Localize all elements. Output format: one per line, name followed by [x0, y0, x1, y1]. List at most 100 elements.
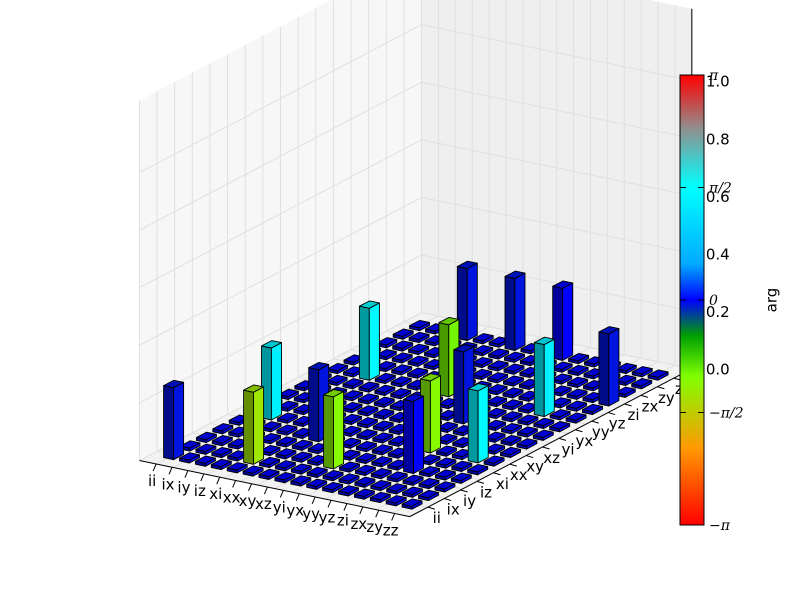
bar-top-face — [357, 393, 379, 402]
bar-base — [276, 424, 298, 436]
x-tick — [295, 493, 300, 501]
bar-top-face — [501, 411, 523, 420]
bar-top-face — [322, 481, 344, 491]
bar-top-face — [487, 372, 509, 381]
bar-base — [582, 403, 603, 416]
y-tick — [526, 455, 534, 459]
bar-side-face — [173, 381, 185, 461]
bar-base — [357, 393, 379, 405]
bar-top-face — [419, 454, 441, 463]
bar-top-face — [211, 446, 233, 456]
y-tick-label: ix — [447, 501, 460, 519]
bar-top-face — [434, 481, 456, 490]
bar-base — [408, 343, 430, 355]
bar-top-face — [615, 362, 637, 372]
bar-top-face — [260, 433, 281, 442]
bar-base — [290, 463, 312, 475]
bar-base — [354, 476, 376, 488]
y-tick-label: ii — [433, 509, 441, 527]
y-tick — [624, 403, 632, 407]
bar-base — [291, 439, 313, 451]
bar-base — [471, 356, 493, 369]
y-tick — [476, 480, 485, 484]
bar-base — [390, 376, 412, 388]
bar-top-face — [403, 393, 425, 402]
bar-base — [369, 491, 391, 504]
bar-base — [374, 372, 396, 385]
bar-top-face — [323, 389, 345, 398]
colorbar-label: arg — [763, 288, 781, 313]
y-tick-label: yi — [561, 440, 574, 458]
bar-base — [226, 462, 248, 474]
bar-base — [326, 374, 348, 387]
bar-top-face — [502, 387, 524, 396]
bar-base — [408, 331, 430, 344]
bar-base — [194, 455, 216, 467]
bar-base — [386, 483, 408, 495]
y-tick-label: yx — [575, 432, 593, 450]
x-tick — [375, 509, 380, 518]
bar-base — [342, 378, 364, 390]
bar-base — [356, 417, 378, 429]
bar-side-face — [466, 262, 478, 342]
bar-top-face — [259, 456, 280, 466]
bar-top-face — [418, 477, 440, 487]
y-tick-label: zx — [642, 397, 659, 415]
bar-front-face — [358, 305, 370, 381]
x-tick-label: xy — [239, 492, 257, 510]
bar-base — [322, 481, 344, 494]
z-tick-label: 0.0 — [706, 361, 730, 379]
bar-base — [402, 486, 424, 498]
bar-base — [276, 412, 298, 424]
bar-top-face — [341, 413, 362, 423]
bar-top-face — [357, 405, 379, 414]
bar-top-face — [276, 412, 298, 421]
bar-top-face — [485, 419, 507, 429]
bar-base — [407, 355, 429, 367]
bar-top-face — [371, 444, 393, 453]
bar-top-face — [516, 438, 538, 447]
bar-base — [407, 367, 429, 379]
bar-top-face — [436, 421, 458, 431]
bar-top-face — [467, 383, 489, 392]
y-tick — [591, 420, 599, 424]
bar-top-face — [210, 458, 232, 468]
bar-front-face — [323, 394, 334, 470]
bar-top-face — [370, 479, 392, 489]
bar-top-face — [517, 414, 539, 423]
bar-top-face — [306, 478, 328, 487]
bar-top-face — [391, 364, 413, 373]
bar-top-face — [471, 356, 493, 366]
colorbar: π π/2 0 −π/2 −π arg — [679, 68, 781, 534]
bar-base — [402, 474, 424, 486]
bar-top-face — [211, 435, 233, 444]
bar-top-face — [486, 395, 508, 405]
bar-base — [210, 458, 232, 471]
bar-tall — [552, 280, 574, 361]
bar-base — [386, 471, 408, 483]
bar-top-face — [434, 469, 456, 478]
bar-top-face — [261, 340, 282, 349]
colorbar-tick-label: −π/2 — [709, 406, 744, 422]
bar-base — [260, 433, 281, 445]
bar-top-face — [484, 443, 506, 452]
bar-top-face — [549, 421, 571, 430]
z-tick-label: 0.2 — [706, 303, 730, 321]
bar-top-face — [354, 464, 376, 474]
bar-top-face — [226, 462, 248, 471]
bar-top-face — [438, 316, 460, 326]
bar-top-face — [402, 486, 424, 495]
bar-top-face — [342, 378, 364, 387]
y-tick-label: zy — [658, 389, 675, 407]
bar-top-face — [374, 384, 396, 394]
bar-base — [356, 429, 378, 441]
grid-line — [139, 24, 422, 173]
x-tick — [216, 476, 221, 485]
bar-top-face — [408, 343, 430, 353]
bar-top-face — [391, 352, 413, 361]
bar-base — [504, 351, 525, 363]
bar-base — [372, 432, 394, 444]
bar-top-face — [532, 429, 554, 438]
x-tick-label: yy — [302, 505, 320, 523]
